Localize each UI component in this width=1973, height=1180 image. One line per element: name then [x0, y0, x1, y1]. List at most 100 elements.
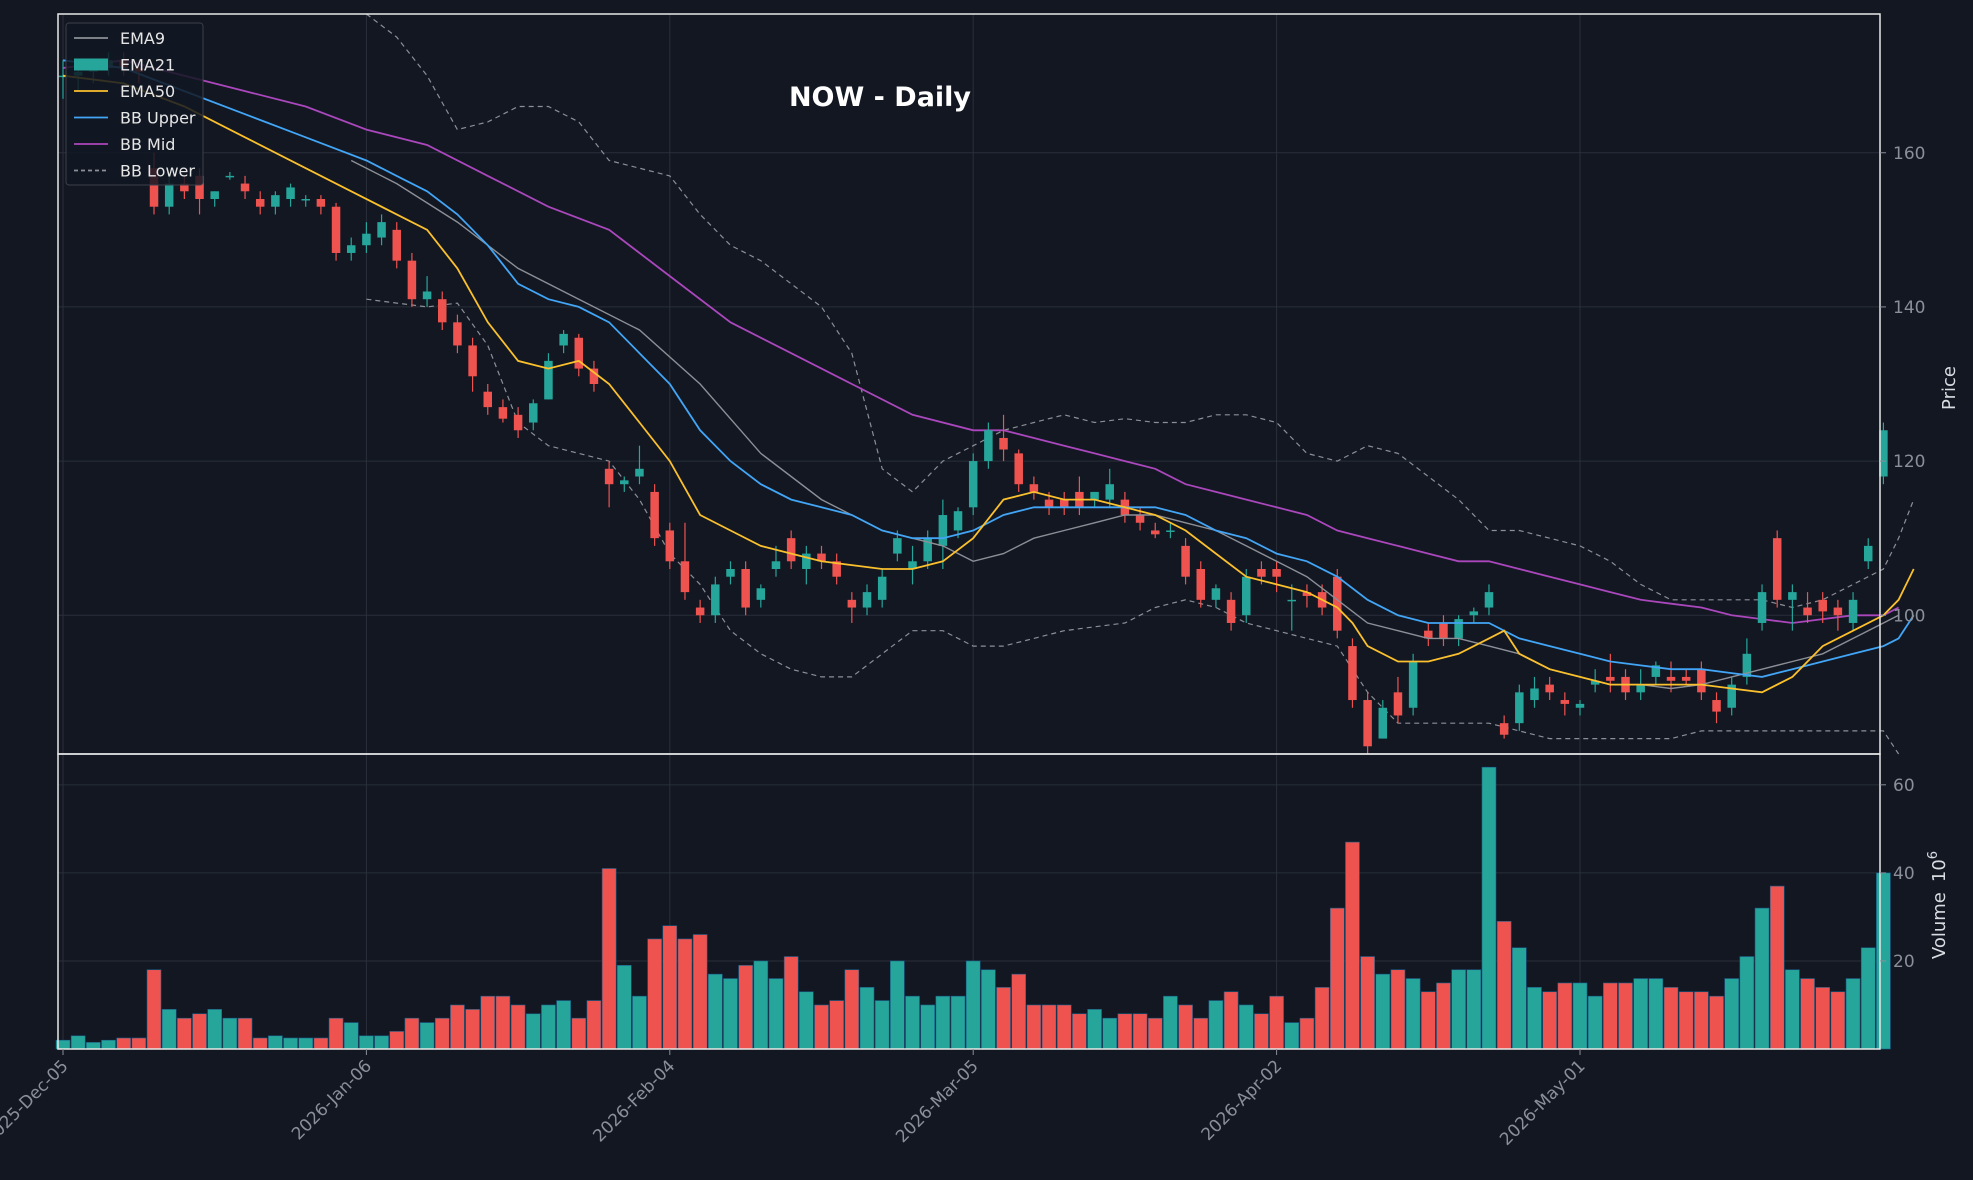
- ema50-line: [62, 74, 1915, 694]
- candle-body: [1757, 592, 1767, 623]
- volume-bar: [1405, 978, 1421, 1050]
- candle-body: [1772, 538, 1782, 600]
- volume-bar: [1345, 841, 1360, 1050]
- volume-bar: [616, 965, 632, 1050]
- candle-body: [301, 199, 310, 201]
- price-tick-label: 120: [1893, 452, 1925, 472]
- volume-bar: [586, 1000, 602, 1050]
- candle-body: [1348, 646, 1357, 701]
- volume-bar: [601, 868, 617, 1050]
- candle-body: [164, 183, 174, 207]
- candle-body: [255, 199, 265, 207]
- candle-body: [786, 538, 796, 562]
- volume-bar: [692, 934, 708, 1050]
- volume-bar: [814, 1004, 829, 1050]
- volume-bar: [1314, 987, 1330, 1050]
- candle-body: [468, 345, 477, 377]
- candle-body: [422, 291, 432, 300]
- volume-bar: [1603, 982, 1618, 1050]
- volume-bar: [1087, 1009, 1102, 1050]
- volume-bar: [1436, 982, 1451, 1050]
- volume-bar: [1845, 978, 1861, 1050]
- volume-bar: [1299, 1017, 1315, 1050]
- volume-bar: [1587, 995, 1603, 1050]
- candle-body: [953, 511, 963, 531]
- volume-bar: [1572, 982, 1588, 1050]
- candle-body: [1211, 588, 1221, 600]
- candle-body: [635, 468, 644, 477]
- volume-bar: [662, 925, 678, 1050]
- candle-body: [1044, 499, 1054, 508]
- volume-bar: [1208, 1000, 1224, 1050]
- candle-body: [1424, 630, 1433, 639]
- price-tick-label: 160: [1893, 144, 1925, 164]
- volume-bar: [1724, 978, 1739, 1050]
- volume-bar: [1451, 969, 1466, 1050]
- svg-text:Volume106: Volume 106: [1926, 851, 1950, 959]
- legend-label-bb_lower: BB Lower: [120, 162, 195, 181]
- volume-bar: [404, 1017, 420, 1050]
- volume-bar: [738, 965, 753, 1050]
- candle-body: [149, 168, 159, 207]
- candle-body: [544, 360, 553, 400]
- candle-body: [1378, 707, 1388, 739]
- volume-bar: [1117, 1013, 1133, 1050]
- candle-body: [1863, 545, 1873, 562]
- price-tick-label: 140: [1893, 298, 1925, 318]
- volume-exponent-power: 6: [1926, 851, 1941, 859]
- volume-bar: [313, 1037, 329, 1050]
- candle-body: [1287, 599, 1297, 602]
- candle-body: [377, 222, 386, 238]
- volume-bar: [1223, 991, 1239, 1050]
- candle-body: [1560, 700, 1570, 704]
- price-axis: 100 120 140 160: [1880, 144, 1925, 626]
- chart-title: NOW - Daily: [789, 82, 971, 113]
- volume-bar: [1663, 987, 1679, 1050]
- legend-label-ema21: EMA21: [120, 56, 175, 75]
- candle-body: [331, 206, 341, 253]
- candle-body: [832, 561, 841, 577]
- volume-bar: [1269, 995, 1284, 1050]
- candle-body: [1681, 676, 1691, 681]
- candle-body: [180, 183, 189, 192]
- candle-body: [938, 515, 948, 546]
- price-tick-label: 100: [1893, 606, 1925, 626]
- volume-bar: [510, 1004, 526, 1050]
- volume-bar: [920, 1004, 935, 1050]
- candle-body: [604, 468, 614, 485]
- candle-body: [1166, 530, 1175, 532]
- candle-body: [1590, 680, 1600, 685]
- candle-body: [695, 607, 705, 616]
- candle-body: [1575, 703, 1585, 708]
- volume-bar: [541, 1004, 556, 1050]
- volume-bar: [996, 987, 1011, 1050]
- volume-bar: [1830, 991, 1846, 1050]
- candle-body: [1302, 592, 1312, 596]
- candle-body: [589, 368, 599, 384]
- candle-body: [1803, 607, 1812, 616]
- candle-body: [271, 195, 280, 207]
- candle-body: [741, 569, 750, 608]
- candle-body: [1333, 576, 1342, 631]
- volume-bar: [799, 991, 814, 1050]
- volume-bar: [1739, 956, 1755, 1050]
- volume-bar: [1800, 978, 1815, 1050]
- candle-body: [1499, 723, 1509, 735]
- candle-body: [984, 430, 993, 462]
- volume-bar: [1466, 969, 1482, 1050]
- volume-bar: [359, 1035, 374, 1050]
- volume-bar: [723, 978, 738, 1050]
- candle-body: [1530, 688, 1539, 701]
- candle-body: [1818, 599, 1827, 612]
- volume-bar: [161, 1009, 177, 1050]
- legend: EMA9 EMA21 EMA50 BB Upper BB Mid BB Lower: [65, 22, 204, 186]
- volume-bar: [1284, 1022, 1300, 1050]
- volume-tick-label: 40: [1893, 864, 1915, 884]
- volume-bar: [1421, 991, 1436, 1050]
- candle-body: [1393, 692, 1403, 716]
- volume-bar: [86, 1042, 101, 1050]
- volume-bar: [268, 1035, 283, 1050]
- volume-bar: [343, 1022, 359, 1050]
- volume-bar: [1041, 1004, 1057, 1050]
- candle-body: [968, 461, 978, 508]
